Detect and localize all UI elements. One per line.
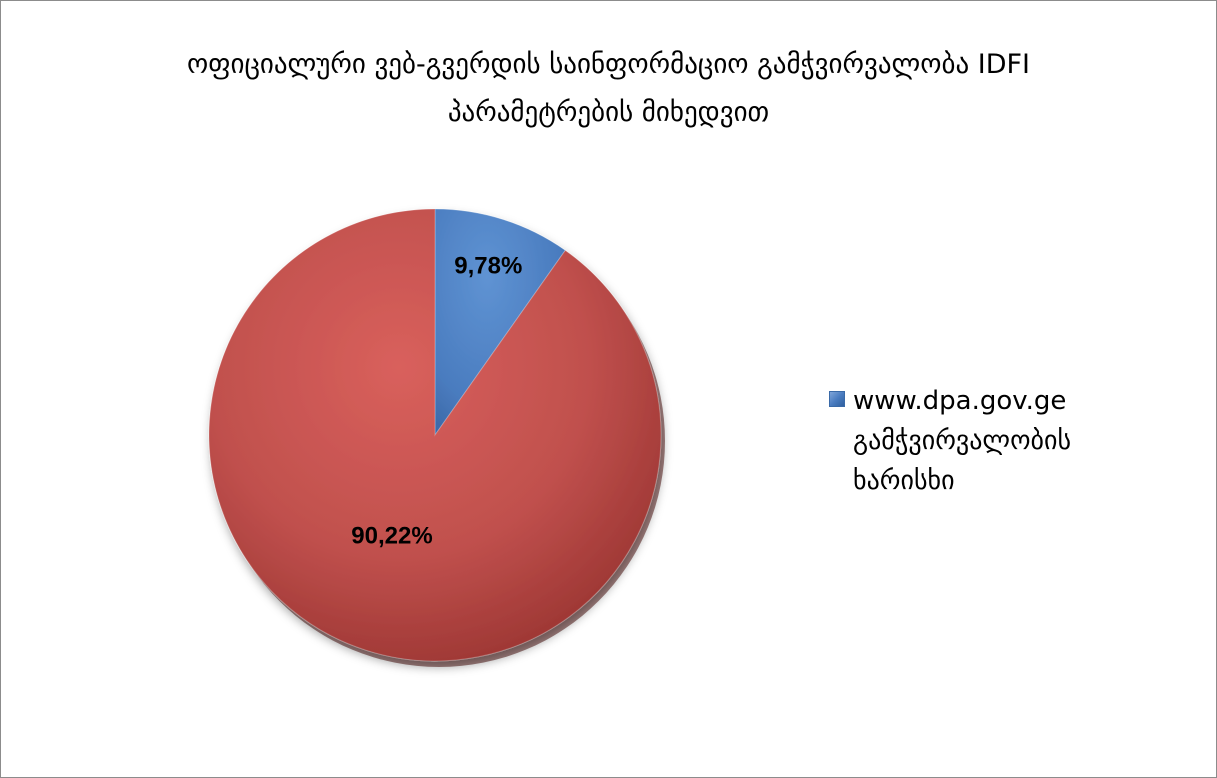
chart-title-line-1: ოფიციალური ვებ-გვერდის საინფორმაციო გამჭ… [186, 49, 1031, 80]
legend-label-line-2: გამჭვირვალობის [853, 426, 1072, 456]
legend-label-line-1: www.dpa.gov.ge [853, 386, 1067, 416]
chart-title: ოფიციალური ვებ-გვერდის საინფორმაციო გამჭ… [1, 41, 1216, 137]
data-label-2: 90,22% [351, 522, 432, 549]
pie-slice-1 [434, 208, 566, 437]
legend-entry: www.dpa.gov.ge გამჭვირვალობის ხარისხი [827, 381, 1157, 501]
pie-slice-2 [208, 208, 662, 662]
legend-label-line-3: ხარისხი [853, 466, 955, 496]
legend: www.dpa.gov.ge გამჭვირვალობის ხარისხი [827, 381, 1157, 501]
chart-title-line-2: პარამეტრების მიხედვით [447, 97, 770, 128]
pie-slices [208, 208, 662, 662]
legend-label: www.dpa.gov.ge გამჭვირვალობის ხარისხი [853, 381, 1157, 501]
pie-labels: 9,78% 90,22% [351, 252, 522, 549]
data-label-1: 9,78% [454, 252, 522, 279]
legend-swatch-icon [829, 391, 845, 407]
